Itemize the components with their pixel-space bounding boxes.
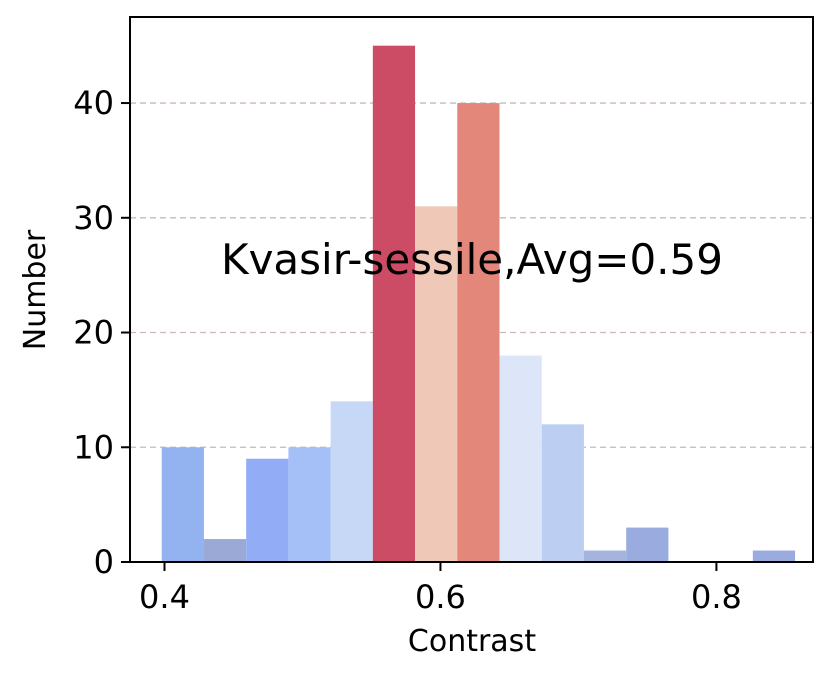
y-tick-label: 30 bbox=[73, 199, 114, 237]
histogram-bar bbox=[457, 103, 500, 562]
x-tick-label: 0.6 bbox=[415, 578, 466, 616]
y-tick-label: 40 bbox=[73, 84, 114, 122]
x-tick-label: 0.4 bbox=[139, 578, 190, 616]
histogram-bar bbox=[288, 447, 331, 562]
histogram-bar bbox=[583, 550, 627, 562]
chart-annotation: Kvasir-sessile,Avg=0.59 bbox=[221, 235, 723, 284]
histogram-bar bbox=[499, 355, 542, 562]
histogram-bar bbox=[752, 550, 796, 562]
plot-frame bbox=[129, 16, 814, 563]
y-axis-ticks: 0 10 20 30 40 bbox=[73, 84, 130, 581]
histogram-bars bbox=[161, 45, 796, 563]
histogram-bar bbox=[246, 458, 289, 562]
y-axis-label: Number bbox=[18, 229, 53, 350]
histogram-bar bbox=[541, 424, 584, 562]
y-tick-label: 0 bbox=[94, 543, 114, 581]
x-tick-label: 0.8 bbox=[691, 578, 742, 616]
x-axis-label: Contrast bbox=[408, 624, 536, 659]
histogram-bar bbox=[203, 539, 247, 562]
histogram-bar bbox=[415, 206, 458, 562]
histogram-bar bbox=[161, 447, 204, 562]
histogram-bar bbox=[330, 401, 373, 562]
y-tick-label: 20 bbox=[73, 314, 114, 352]
x-axis-ticks: 0.4 0.6 0.8 bbox=[139, 562, 742, 616]
histogram-bar bbox=[372, 45, 416, 563]
histogram-bar bbox=[626, 527, 669, 562]
y-tick-label: 10 bbox=[73, 428, 114, 466]
